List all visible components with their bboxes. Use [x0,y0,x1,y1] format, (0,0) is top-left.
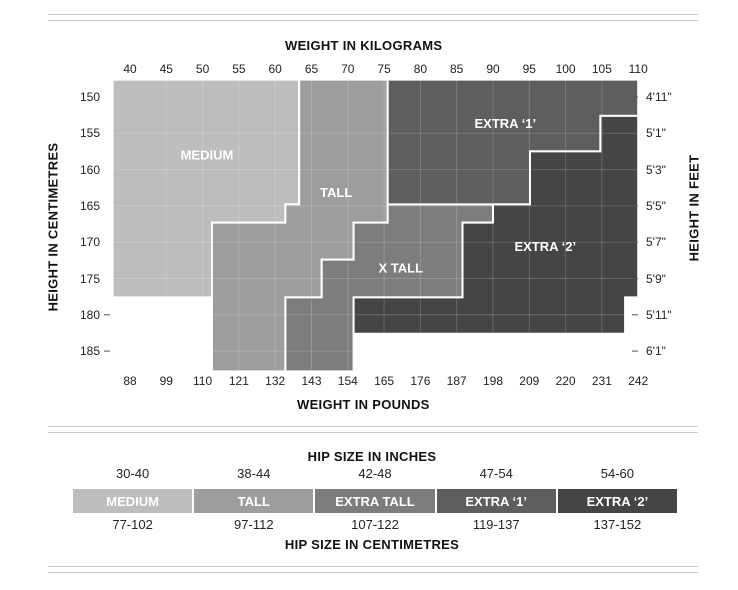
hip-inches-range: 47-54 [479,466,513,481]
x-top-tick-label: 90 [486,62,500,76]
x-bottom-tick-label: 187 [446,374,467,388]
y-left-tick-label: 175 [79,271,100,286]
y-right-tick-label: 5'7" [646,235,666,250]
x-bottom-tick-label: 99 [159,374,173,388]
x-bottom-tick-label: 231 [591,374,612,388]
region-label: EXTRA ‘2’ [514,239,576,254]
x-bottom-tick-label: 198 [482,374,504,388]
x-top-axis-title: WEIGHT IN KILOGRAMS [285,38,443,53]
x-top-tick-label: 50 [195,62,210,76]
top-divider [48,14,698,21]
bottom-divider [48,566,698,573]
size-chart-svg: MEDIUM TALL X TALL EXTRA ‘1’ EXTRA ‘2’ [104,78,640,373]
y-right-tick-label: 5'9" [646,271,666,286]
y-right-tick-label: 5'3" [646,162,666,177]
hip-size-bar: EXTRA TALL [314,488,436,514]
y-right-tick-label: 5'1" [646,126,666,141]
hip-inches-title: HIP SIZE IN INCHES [307,449,437,464]
x-top-tick-label: 70 [341,62,355,76]
x-bottom-tick-label: 121 [228,374,249,388]
y-right-tick-label: 5'11" [646,307,672,322]
x-top-tick-label: 40 [123,62,137,76]
x-top-tick-label: 65 [304,62,319,76]
x-bottom-tick-label: 220 [555,374,576,388]
y-left-tick-label: 165 [79,198,100,213]
x-top-tick-label: 45 [159,62,173,76]
y-left-tick-label: 170 [79,235,100,250]
y-left-tick-label: 180 [79,307,100,322]
grid [112,79,639,372]
hip-size-bar: TALL [193,488,315,514]
region-extra-2 [352,114,640,335]
x-bottom-tick-label: 242 [628,374,649,388]
x-top-tick-label: 100 [555,62,576,76]
hip-cm-title: HIP SIZE IN CENTIMETRES [284,537,460,552]
hip-cm-range: 97-112 [234,517,274,532]
y-left-tick-label: 150 [79,90,100,104]
hip-cm-range: 137-152 [593,517,642,532]
region-label: TALL [320,185,352,200]
x-top-tick-label: 95 [522,62,536,76]
x-bottom-tick-label: 88 [123,374,137,388]
x-top-tick-label: 80 [413,62,428,76]
x-bottom-tick-label: 165 [374,374,395,388]
x-top-tick-label: 55 [232,62,246,76]
region-label: EXTRA ‘1’ [475,116,537,131]
region-label: X TALL [379,261,424,276]
x-bottom-tick-label: 143 [301,374,322,388]
x-top-tick-label: 60 [268,62,282,76]
middle-divider [48,426,698,433]
region-label: MEDIUM [181,147,234,162]
hip-size-bar: EXTRA ‘2’ [556,488,678,514]
hip-size-bar: EXTRA ‘1’ [435,488,557,514]
x-top-tick-label: 75 [377,62,391,76]
hip-inches-range: 54-60 [600,466,635,481]
hip-size-bar: MEDIUM [72,488,194,514]
hip-cm-range: 77-102 [112,517,153,532]
hip-inches-range: 42-48 [358,466,392,481]
x-bottom-tick-label: 176 [410,374,431,388]
hip-cm-range: 107-122 [351,517,399,532]
x-bottom-tick-label: 209 [519,374,540,388]
y-left-tick-label: 160 [79,162,100,177]
x-bottom-axis-title: WEIGHT IN POUNDS [297,397,430,412]
hip-inches-range: 38-44 [237,466,271,481]
x-bottom-tick-label: 154 [337,374,358,388]
y-left-tick-label: 185 [79,344,100,359]
x-top-tick-label: 85 [450,62,464,76]
hip-inches-range: 30-40 [115,466,150,481]
y-right-tick-label: 4'11" [646,90,672,104]
x-bottom-tick-label: 132 [265,374,286,388]
y-right-tick-label: 6'1" [646,344,666,359]
hip-cm-range: 119-137 [472,517,520,532]
y-left-tick-label: 155 [79,126,100,141]
x-top-tick-label: 105 [591,62,612,76]
y-right-tick-label: 5'5" [646,198,666,213]
x-bottom-tick-label: 110 [193,374,213,388]
x-top-tick-label: 110 [628,62,648,76]
